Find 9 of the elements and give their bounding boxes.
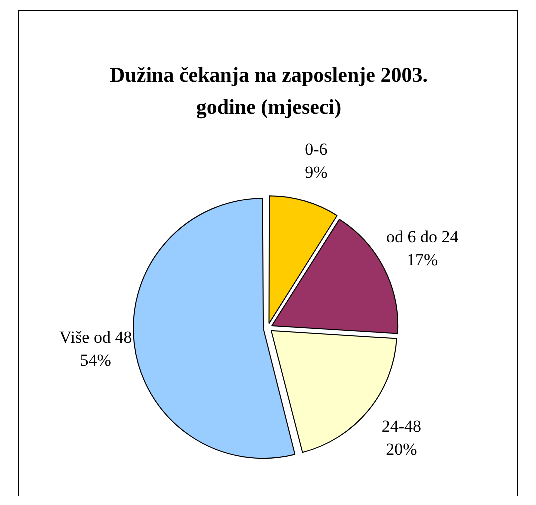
data-label: 9% [305, 162, 328, 182]
slice-label: od 6 do 24 [386, 228, 460, 247]
data-label: 54% [80, 351, 112, 370]
data-label: 17% [407, 250, 438, 270]
chart-title: Dužina čekanja na zaposlenje 2003. godine (mjeseci) [109, 62, 429, 121]
data-label: 20% [386, 440, 418, 460]
slice-label: 24-48 [382, 417, 422, 436]
slice-label: 0-6 [305, 140, 328, 159]
slice-label: Više od 48 [60, 328, 132, 348]
